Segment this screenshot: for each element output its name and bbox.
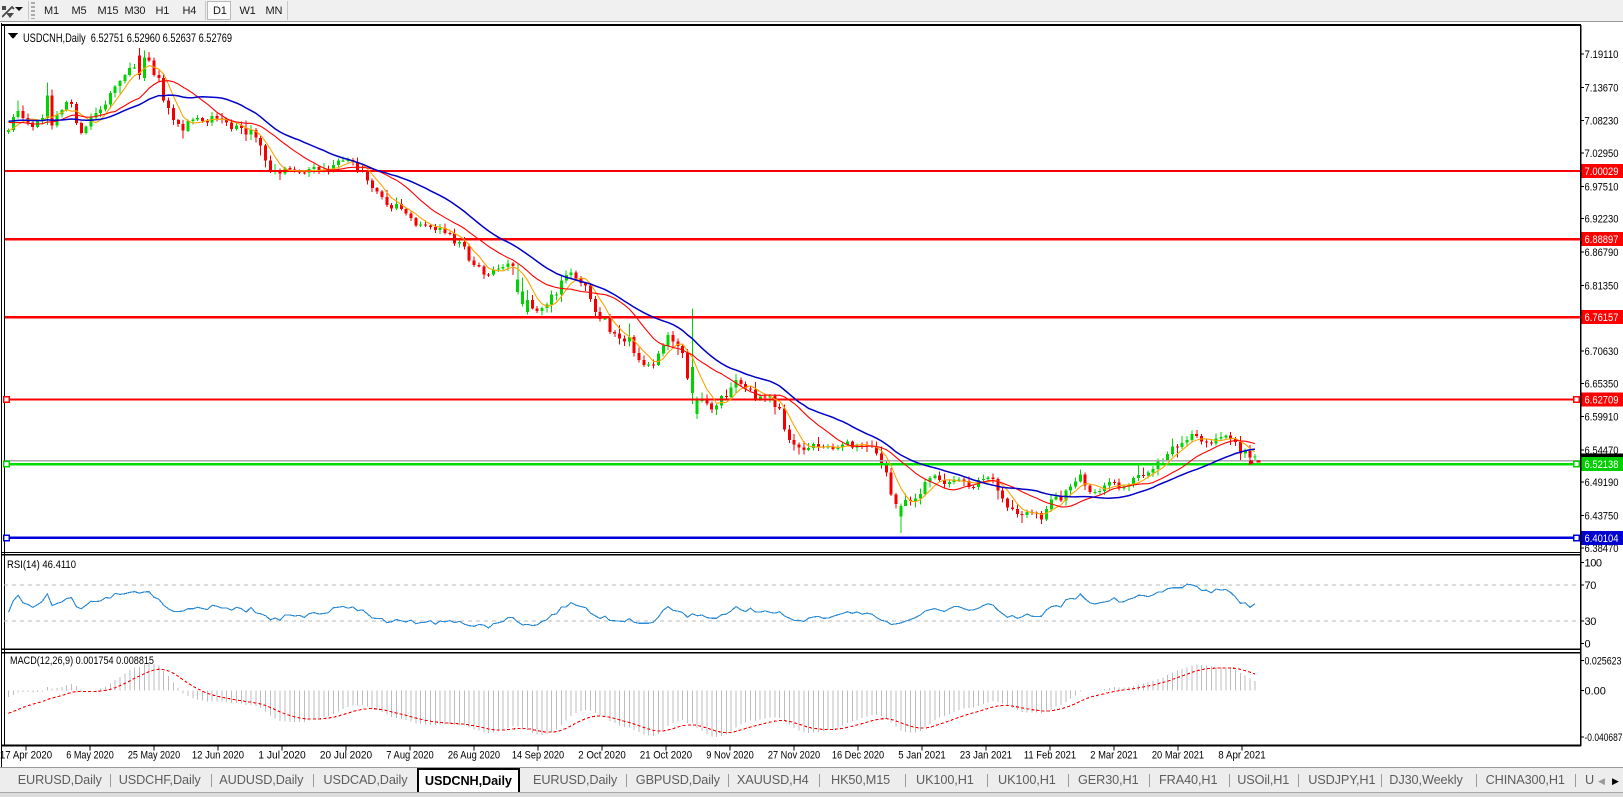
svg-text:USDCNH,Daily 6.52751 6.52960: USDCNH,Daily 6.52751 6.52960 6.52637 6.5… [23, 31, 232, 45]
svg-text:23 Jan 2021: 23 Jan 2021 [960, 750, 1012, 762]
svg-text:12 Jun 2020: 12 Jun 2020 [192, 750, 244, 762]
svg-text:6.62709: 6.62709 [1585, 395, 1619, 407]
svg-text:20 Jul 2020: 20 Jul 2020 [320, 750, 372, 762]
svg-text:7.13670: 7.13670 [1585, 82, 1619, 94]
svg-text:6.81350: 6.81350 [1585, 280, 1619, 292]
svg-text:6 May 2020: 6 May 2020 [66, 750, 114, 762]
svg-text:26 Aug 2020: 26 Aug 2020 [448, 750, 500, 762]
svg-text:30: 30 [1585, 616, 1597, 628]
svg-text:6.38470: 6.38470 [1585, 543, 1619, 555]
svg-text:11 Feb 2021: 11 Feb 2021 [1024, 750, 1076, 762]
svg-text:6.92230: 6.92230 [1585, 214, 1619, 226]
svg-text:27 Nov 2020: 27 Nov 2020 [768, 750, 820, 762]
svg-text:17 Apr 2020: 17 Apr 2020 [0, 750, 52, 762]
svg-text:6.49190: 6.49190 [1585, 477, 1619, 489]
svg-text:16 Dec 2020: 16 Dec 2020 [832, 750, 884, 762]
svg-text:1 Jul 2020: 1 Jul 2020 [258, 750, 306, 762]
svg-text:6.70630: 6.70630 [1585, 346, 1619, 358]
svg-text:7.02950: 7.02950 [1585, 148, 1619, 160]
svg-text:7.19110: 7.19110 [1585, 49, 1619, 61]
svg-text:7.00029: 7.00029 [1585, 166, 1619, 178]
svg-text:5 Jan 2021: 5 Jan 2021 [898, 750, 946, 762]
svg-text:6.52138: 6.52138 [1585, 459, 1619, 471]
svg-text:6.43750: 6.43750 [1585, 511, 1619, 523]
svg-text:7 Aug 2020: 7 Aug 2020 [386, 750, 434, 762]
svg-text:25 May 2020: 25 May 2020 [128, 750, 180, 762]
svg-text:MACD(12,26,9) 0.001754 0.00881: MACD(12,26,9) 0.001754 0.008815 [10, 655, 154, 667]
svg-text:6.40104: 6.40104 [1585, 533, 1619, 545]
svg-text:2 Oct 2020: 2 Oct 2020 [578, 750, 626, 762]
svg-text:7.08230: 7.08230 [1585, 116, 1619, 128]
svg-text:6.86790: 6.86790 [1585, 247, 1619, 259]
svg-text:6.76157: 6.76157 [1585, 312, 1619, 324]
svg-text:20 Mar 2021: 20 Mar 2021 [1152, 750, 1204, 762]
svg-text:6.59910: 6.59910 [1585, 412, 1619, 424]
svg-text:9 Nov 2020: 9 Nov 2020 [706, 750, 754, 762]
svg-text:RSI(14) 46.4110: RSI(14) 46.4110 [7, 559, 76, 571]
svg-text:14 Sep 2020: 14 Sep 2020 [512, 750, 564, 762]
svg-text:6.88897: 6.88897 [1585, 234, 1619, 246]
svg-text:0.00: 0.00 [1585, 685, 1606, 697]
svg-text:6.65350: 6.65350 [1585, 378, 1619, 390]
svg-text:8 Apr 2021: 8 Apr 2021 [1218, 750, 1266, 762]
svg-text:-0.040687: -0.040687 [1585, 732, 1623, 744]
svg-text:100: 100 [1585, 558, 1602, 570]
svg-text:0.025623: 0.025623 [1585, 655, 1622, 667]
svg-text:6.97510: 6.97510 [1585, 181, 1619, 193]
svg-text:0: 0 [1585, 639, 1591, 651]
svg-text:70: 70 [1585, 580, 1597, 592]
svg-text:21 Oct 2020: 21 Oct 2020 [640, 750, 692, 762]
svg-text:2 Mar 2021: 2 Mar 2021 [1090, 750, 1138, 762]
